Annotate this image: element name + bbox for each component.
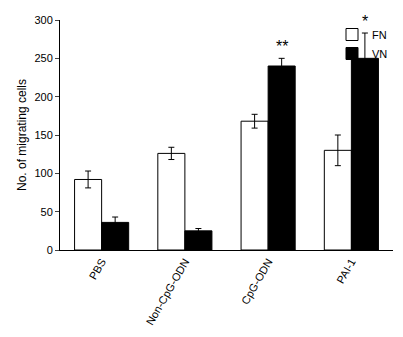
svg-text:Non-CpG-ODN: Non-CpG-ODN (144, 256, 192, 327)
svg-text:200: 200 (34, 91, 52, 103)
svg-text:PAI-1: PAI-1 (334, 256, 358, 285)
svg-text:CpG-ODN: CpG-ODN (239, 256, 275, 306)
svg-text:FN: FN (372, 29, 387, 41)
svg-text:250: 250 (34, 52, 52, 64)
svg-text:*: * (362, 13, 368, 30)
svg-text:No. of migrating cells: No. of migrating cells (15, 79, 29, 191)
svg-text:**: ** (276, 38, 288, 55)
svg-text:0: 0 (47, 244, 53, 256)
svg-text:150: 150 (34, 129, 52, 141)
svg-text:100: 100 (34, 167, 52, 179)
svg-text:VN: VN (372, 48, 387, 60)
svg-text:50: 50 (41, 206, 53, 218)
svg-text:300: 300 (34, 14, 52, 26)
svg-text:PBS: PBS (87, 256, 108, 281)
